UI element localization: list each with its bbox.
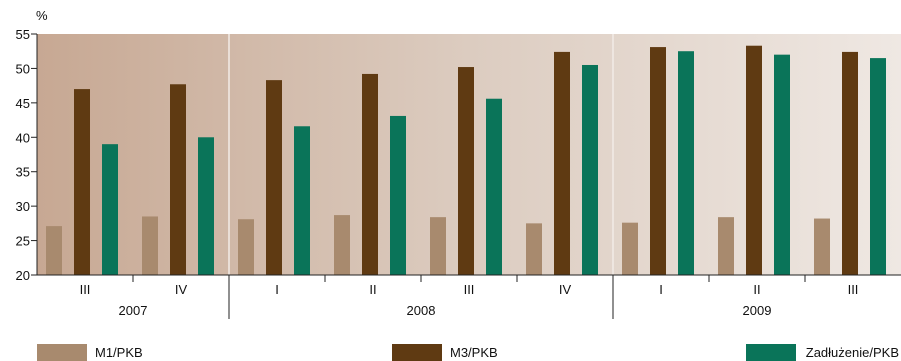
bar-zad-u-enie-pkb: [870, 58, 886, 275]
bar-zad-u-enie-pkb: [198, 137, 214, 275]
bar-zad-u-enie-pkb: [294, 126, 310, 275]
x-year-label: 2009: [743, 303, 772, 318]
legend-label-m1-pkb: M1/PKB: [95, 345, 143, 360]
bar-m1-pkb: [526, 223, 542, 275]
x-tick-label: IV: [175, 282, 188, 297]
bar-m3-pkb: [170, 84, 186, 275]
bar-zad-u-enie-pkb: [390, 115, 406, 275]
y-axis: 20 25 30 35 40 45 50 55%: [16, 8, 48, 283]
bar-m1-pkb: [142, 216, 158, 275]
bar-zad-u-enie-pkb: [678, 51, 694, 275]
bar-m3-pkb: [266, 80, 282, 276]
bar-m3-pkb: [458, 67, 474, 276]
bar-m1-pkb: [814, 218, 830, 275]
y-tick-label: 55: [16, 27, 30, 42]
y-axis-unit-label: %: [36, 8, 48, 23]
bar-m3-pkb: [362, 73, 378, 276]
y-tick-label: 20: [16, 268, 30, 283]
y-tick-label: 40: [16, 130, 30, 145]
legend-label-zad-u-enie-pkb: Zadłużenie/PKB: [806, 345, 899, 360]
x-year-label: 2007: [119, 303, 148, 318]
bar-m1-pkb: [430, 217, 446, 275]
y-tick-label: 50: [16, 61, 30, 76]
y-tick-label: 30: [16, 199, 30, 214]
x-tick-label: III: [464, 282, 475, 297]
x-tick-label: II: [753, 282, 760, 297]
bar-zad-u-enie-pkb: [582, 64, 598, 275]
legend-label-m3-pkb: M3/PKB: [450, 345, 498, 360]
bar-m3-pkb: [842, 51, 858, 275]
x-tick-label: III: [80, 282, 91, 297]
legend-swatch-zad-u-enie-pkb: [746, 344, 796, 361]
bar-m3-pkb: [74, 89, 90, 275]
bar-m1-pkb: [718, 217, 734, 275]
bar-m3-pkb: [746, 45, 762, 275]
bar-m3-pkb: [554, 51, 570, 275]
y-tick-label: 35: [16, 165, 30, 180]
x-year-label: 2008: [407, 303, 436, 318]
y-tick-label: 45: [16, 96, 30, 111]
bar-zad-u-enie-pkb: [774, 54, 790, 276]
x-tick-label: III: [848, 282, 859, 297]
bar-m1-pkb: [334, 215, 350, 275]
bar-m1-pkb: [46, 226, 62, 275]
legend: M1/PKB M3/PKB Zadłużenie/PKB: [37, 344, 899, 361]
bar-m1-pkb: [238, 219, 254, 275]
legend-swatch-m1-pkb: [37, 344, 87, 361]
bar-zad-u-enie-pkb: [486, 98, 502, 276]
x-tick-label: II: [369, 282, 376, 297]
bars-group: [46, 45, 886, 276]
x-tick-label: I: [659, 282, 663, 297]
legend-swatch-m3-pkb: [392, 344, 442, 361]
y-tick-label: 25: [16, 234, 30, 249]
bar-m1-pkb: [622, 222, 638, 275]
bar-zad-u-enie-pkb: [102, 144, 118, 275]
x-tick-label: I: [275, 282, 279, 297]
x-tick-label: IV: [559, 282, 572, 297]
bar-m3-pkb: [650, 47, 666, 275]
